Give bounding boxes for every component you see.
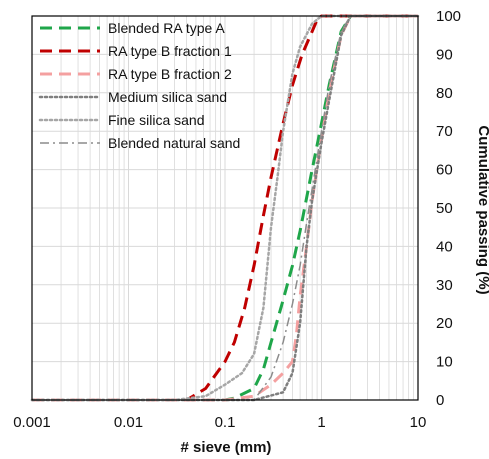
- legend-label-1: Blended RA type A: [108, 20, 225, 36]
- legend-label-5: Fine silica sand: [108, 112, 205, 128]
- y-tick-label: 20: [436, 315, 453, 332]
- series-layer: [30, 14, 420, 402]
- x-tick-label: 0.01: [114, 414, 143, 431]
- y-tick-label: 90: [436, 46, 453, 63]
- y-tick-label: 30: [436, 277, 453, 294]
- y-axis-title: Cumulative passing (%): [475, 125, 489, 294]
- series-line-2: [32, 14, 418, 402]
- plot-frame: [31, 15, 419, 401]
- y-tick-label: 70: [436, 123, 453, 140]
- y-tick-label: 10: [436, 354, 453, 371]
- series-line-6: [32, 15, 418, 401]
- series-line-5: [30, 14, 420, 402]
- x-tick-label: 0.1: [215, 414, 236, 431]
- y-tick-label: 100: [436, 8, 461, 25]
- y-tick-label: 50: [436, 200, 453, 217]
- legend-label-4: Medium silica sand: [108, 89, 227, 105]
- x-tick-label: 0.001: [13, 414, 51, 431]
- x-axis-title: # sieve (mm): [181, 439, 272, 456]
- y-tick-label: 0: [436, 392, 444, 409]
- series-line-4: [30, 14, 420, 402]
- y-tick-label: 40: [436, 238, 453, 255]
- x-tick-label: 1: [317, 414, 325, 431]
- y-tick-label: 80: [436, 85, 453, 102]
- legend: Blended RA type A RA type B fraction 1 RA …: [38, 20, 240, 151]
- x-tick-label: 10: [410, 414, 427, 431]
- legend-label-6: Blended natural sand: [108, 135, 240, 151]
- legend-label-3: RA type B fraction 2: [108, 66, 232, 82]
- legend-label-2: RA type B fraction 1: [108, 43, 232, 59]
- y-tick-label: 60: [436, 162, 453, 179]
